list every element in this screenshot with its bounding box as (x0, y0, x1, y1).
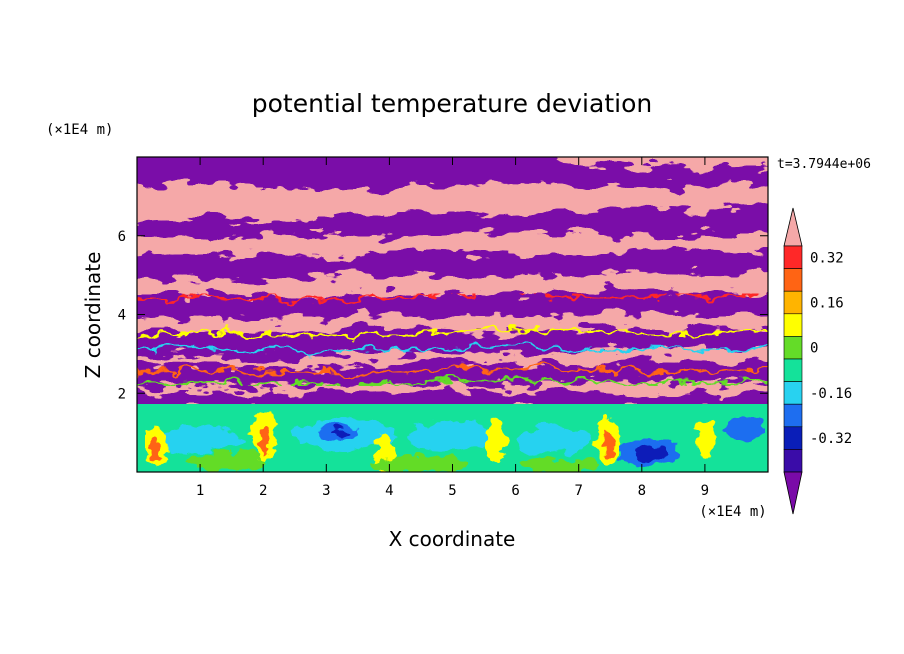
colorbar-swatch (783, 358, 803, 382)
colorbar-swatch (783, 403, 803, 428)
colorbar-swatch (783, 290, 803, 315)
colorbar-swatch (783, 381, 803, 405)
y-tick-label: 4 (118, 308, 126, 324)
contour-field (137, 157, 768, 472)
colorbar-swatch (783, 245, 803, 269)
colorbar-tick-label: -0.32 (810, 431, 852, 447)
colorbar-swatch (783, 336, 803, 360)
colorbar-min-arrow (783, 471, 803, 515)
colorbar: 0.32 0.16 0 -0.16 -0.32 (783, 207, 852, 515)
x-tick-label: 1 (196, 483, 204, 499)
y-tick-label: 6 (118, 229, 126, 245)
x-tick-label: 4 (385, 483, 393, 499)
time-label: t=3.7944e+06 (777, 157, 871, 172)
colorbar-tick-label: -0.16 (810, 386, 852, 402)
x-axis: 1 2 3 4 5 6 7 8 9 (196, 157, 709, 499)
x-axis-label: X coordinate (389, 527, 516, 551)
chart-title: potential temperature deviation (252, 89, 652, 118)
y-axis: 2 4 6 (118, 229, 768, 402)
x-tick-label: 5 (448, 483, 456, 499)
x-tick-label: 8 (638, 483, 646, 499)
colorbar-swatch (783, 313, 803, 337)
colorbar-swatch (783, 449, 803, 473)
colorbar-tick-label: 0 (810, 341, 818, 357)
x-unit-label: (×1E4 m) (699, 504, 766, 520)
colorbar-swatch (783, 426, 803, 450)
x-tick-label: 9 (701, 483, 709, 499)
y-axis-label: Z coordinate (81, 252, 105, 379)
colorbar-max-arrow (783, 207, 803, 247)
y-tick-label: 2 (118, 386, 126, 402)
x-tick-label: 7 (574, 483, 582, 499)
y-unit-label: (×1E4 m) (46, 122, 113, 138)
colorbar-tick-label: 0.16 (810, 296, 844, 312)
x-tick-label: 3 (322, 483, 330, 499)
colorbar-swatch (783, 268, 803, 292)
x-tick-label: 6 (511, 483, 519, 499)
colorbar-tick-label: 0.32 (810, 250, 844, 266)
x-tick-label: 2 (259, 483, 267, 499)
